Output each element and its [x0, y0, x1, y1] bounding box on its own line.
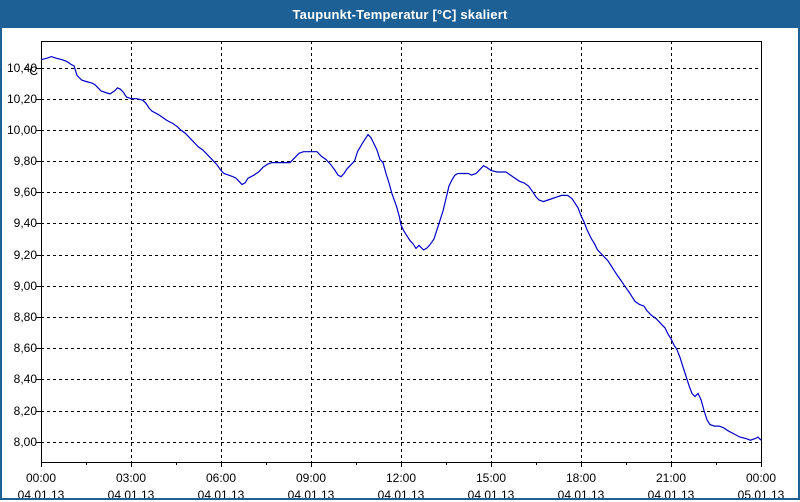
chart-area: °C 10,40 10,20 10,00 9,80 9,60 9,40 9,20 9,00 8,…: [2, 28, 798, 502]
plot-canvas: [36, 41, 762, 467]
x-axis-time-label: 18:00: [565, 471, 597, 485]
y-axis-label: 10,40: [6, 60, 37, 75]
y-axis-unit-label: °C: [24, 64, 38, 78]
temperature-line: [40, 55, 762, 441]
y-axis-label: 9,40: [13, 216, 37, 231]
y-axis-label: 10,00: [6, 122, 37, 137]
y-axis-label: 8,60: [13, 341, 37, 356]
y-axis-label: 8,20: [13, 403, 37, 418]
x-axis-time-label: 12:00: [385, 471, 417, 485]
y-axis-label: 9,20: [13, 247, 37, 262]
y-axis-label: 8,40: [13, 372, 37, 387]
y-axis-label: 8,00: [13, 434, 37, 449]
x-axis-time-label: 00:00: [745, 471, 777, 485]
y-axis-label: 9,00: [13, 278, 37, 293]
y-axis-label: 9,80: [13, 154, 37, 169]
x-axis-time-label: 09:00: [295, 471, 327, 485]
x-axis-time-label: 06:00: [205, 471, 237, 485]
x-axis-time-label: 00:00: [25, 471, 57, 485]
y-axis-label: 9,60: [13, 185, 37, 200]
x-axis-time-label: 21:00: [655, 471, 687, 485]
x-axis-time-label: 15:00: [475, 471, 507, 485]
plot-border: [41, 41, 762, 463]
title-bar: Taupunkt-Temperatur [°C] skaliert: [2, 2, 798, 28]
y-axis-label: 10,20: [6, 91, 37, 106]
x-axis-time-label: 03:00: [115, 471, 147, 485]
chart-title: Taupunkt-Temperatur [°C] skaliert: [292, 7, 508, 22]
y-axis-label: 8,80: [13, 309, 37, 324]
